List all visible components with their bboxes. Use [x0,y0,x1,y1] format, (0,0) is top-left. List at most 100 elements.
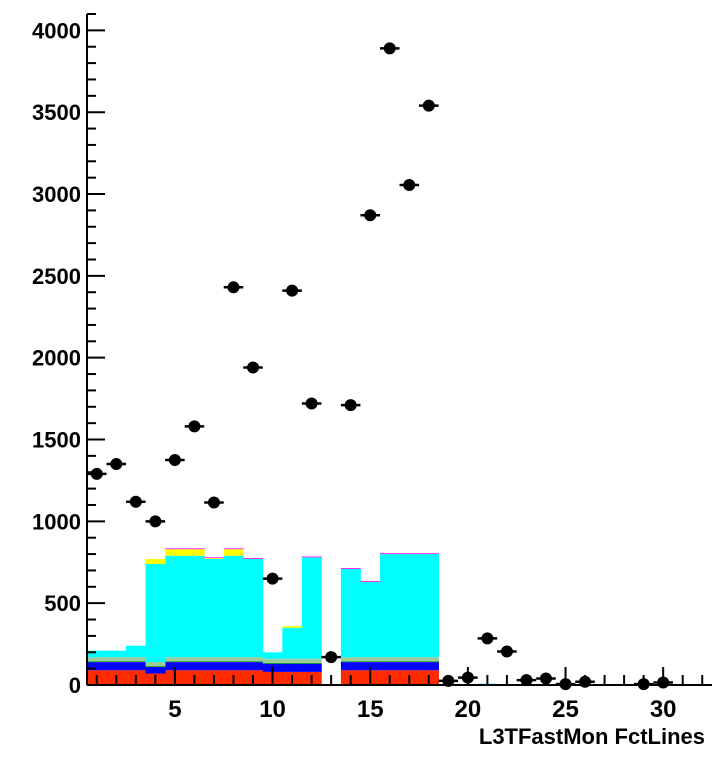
bar-segment-s3-bin15 [360,657,381,662]
bar-segment-s4-bin6 [184,555,205,658]
bar-segment-s1-bin14 [340,662,361,671]
bar-segment-s1-bin2 [106,662,127,671]
bar-segment-s4-bin15 [360,581,381,658]
y-tick-label: 500 [44,591,81,616]
bar-segment-s6-bin18 [419,553,439,555]
data-point-12 [305,397,318,410]
data-point-11 [286,284,299,297]
data-point-14 [344,399,357,412]
bar-segment-s3-bin10 [262,658,283,663]
bar-segment-s4-bin5 [165,555,186,658]
bar-segment-s2-bin4 [145,666,166,667]
bar-segment-s4-bin1 [87,650,107,658]
bar-segment-s6-bin16 [379,553,400,555]
bar-segment-s2-bin9 [243,661,264,663]
bar-segment-s2-bin14 [340,661,361,663]
x-tick-label: 30 [650,696,677,723]
bar-segment-s2-bin6 [184,661,205,663]
bar-segment-s1-bin16 [379,662,400,671]
bar-segment-s4-bin3 [126,645,146,658]
y-tick-label: 2500 [32,264,81,289]
bar-segment-s3-bin14 [340,657,361,662]
data-point-2 [110,458,123,471]
bar-segment-s3-bin1 [87,657,107,662]
bar-segment-s6-bin6 [184,548,205,550]
x-tick-label: 10 [259,696,286,723]
bar-segment-s2-bin2 [106,661,127,663]
bar-segment-s2-bin7 [204,661,225,663]
bar-segment-s4-bin17 [399,554,420,658]
bar-segment-s6-bin9 [243,558,264,559]
bar-segment-s2-bin17 [399,661,420,663]
bar-segment-s5-bin8 [223,549,244,556]
bar-segment-s4-bin11 [282,627,303,659]
bar-segment-s1-bin18 [419,662,439,671]
bar-segment-s3-bin16 [379,657,400,662]
data-point-3 [129,495,142,508]
bar-segment-s4-bin8 [223,555,244,658]
data-point-13 [325,651,338,664]
bar-segment-s6-bin7 [204,557,225,559]
data-point-17 [403,179,416,192]
y-tick-label: 0 [69,673,81,698]
bar-segment-s2-bin3 [126,661,146,663]
tick-labels: 0 500 1000 1500 2000 2500 3000 3500 4000 5 10 15 20 2… [32,18,676,723]
bar-segment-s1-bin9 [243,662,264,671]
bar-segment-s6-bin14 [340,567,361,569]
x-axis-title: L3TFastMon FctLines [479,724,705,749]
data-point-6 [188,420,201,433]
bar-segment-s2-bin10 [262,662,283,664]
bar-segment-s1-bin7 [204,662,225,671]
bar-segment-s1-bin3 [126,662,146,671]
data-point-1 [90,467,103,480]
bar-segment-s2-bin18 [419,661,439,663]
data-point-18 [422,99,435,112]
bar-segment-s5-bin5 [165,549,186,556]
x-tick-label: 25 [552,696,579,723]
bar-segment-s2-bin12 [301,662,322,664]
y-tick-label: 4000 [32,18,81,43]
bar-segment-s3-bin6 [184,657,205,662]
bar-segment-s1-bin17 [399,662,420,671]
bar-segment-s6-bin8 [223,548,244,550]
bar-segment-s1-bin15 [360,662,381,671]
bar-segment-s2-bin15 [360,661,381,663]
bar-segment-s1-bin11 [282,663,303,672]
bar-segment-s6-bin5 [165,548,186,550]
y-tick-label: 3500 [32,100,81,125]
bar-segment-s3-bin17 [399,657,420,662]
bar-segment-s1-bin5 [165,662,186,671]
bar-segment-s4-bin18 [419,554,439,658]
bar-segment-s3-bin11 [282,658,303,663]
x-tick-label: 5 [168,696,181,723]
bar-segment-s1-bin6 [184,662,205,671]
bar-segment-s4-bin16 [379,554,400,658]
data-point-15 [364,209,377,222]
bar-segment-s5-bin7 [204,558,225,559]
x-tick-label: 20 [455,696,482,723]
bar-segment-s4-bin14 [340,568,361,658]
bar-segment-s4-bin12 [301,557,322,659]
bar-segment-s2-bin8 [223,661,244,663]
bar-segment-s3-bin12 [301,658,322,663]
axes [86,13,712,686]
bar-segment-s1-bin4 [145,667,166,674]
bar-segment-s4-bin9 [243,558,264,658]
bar-segment-s6-bin17 [399,553,420,555]
y-tick-label: 1500 [32,428,81,453]
bar-segment-s3-bin3 [126,657,146,662]
bar-segment-s1-bin1 [87,662,107,671]
bar-segment-s4-bin7 [204,558,225,658]
y-tick-label: 3000 [32,182,81,207]
bar-segment-s3-bin8 [223,657,244,662]
x-tick-label: 15 [357,696,384,723]
data-point-5 [168,453,181,466]
bar-segment-s5-bin4 [145,558,166,564]
y-tick-label: 1000 [32,509,81,534]
bar-segment-s6-bin15 [360,581,381,582]
bar-segment-s2-bin5 [165,661,186,663]
data-point-10 [266,572,279,585]
bar-segment-s4-bin4 [145,563,166,663]
bar-segment-s6-bin12 [301,556,322,558]
